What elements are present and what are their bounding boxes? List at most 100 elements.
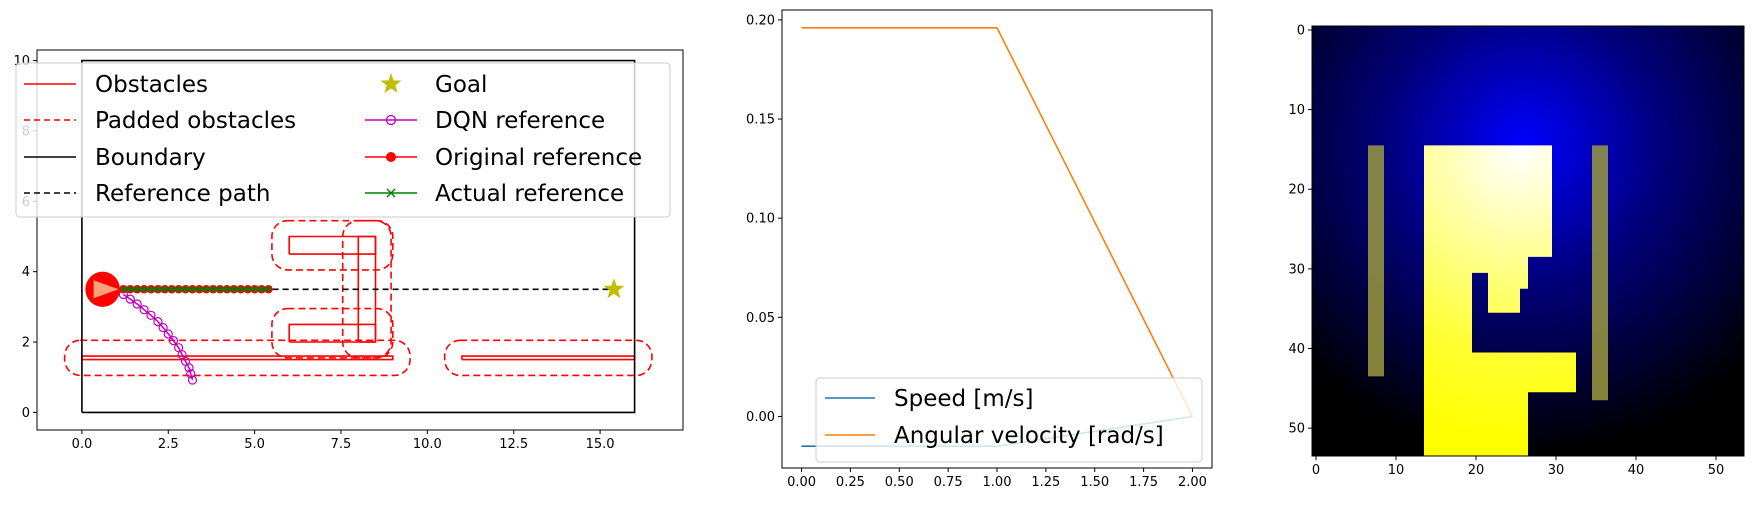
robot-heading	[93, 280, 119, 299]
actual-reference-point	[126, 285, 134, 293]
y-tick-label: 10	[1288, 103, 1305, 118]
padded-obstacle	[271, 219, 394, 271]
legend-handle	[365, 152, 417, 162]
dqn-reference-point	[184, 363, 194, 373]
padded-obstacle	[443, 339, 653, 377]
y-tick-label: 0.15	[746, 113, 775, 128]
goal-star	[603, 278, 625, 299]
dqn-reference-point	[139, 305, 149, 315]
map-axes: 0.02.55.07.510.012.515.0 0246810 Obstacl…	[13, 49, 684, 452]
map-legend-box	[15, 62, 671, 218]
legend-circle-icon	[385, 114, 397, 126]
actual-reference-point	[133, 285, 141, 293]
legend-label: DQN reference	[435, 108, 605, 134]
x-tick-label: 40	[1628, 463, 1645, 478]
y-tick-label: 4	[22, 265, 30, 280]
map-axes-frame	[36, 49, 684, 431]
x-tick-label: 1.50	[1080, 475, 1109, 490]
legend-handle	[365, 114, 417, 126]
legend-dot-icon	[386, 152, 396, 162]
x-tick-label: 1.75	[1129, 475, 1158, 490]
legend-x-icon	[386, 188, 396, 198]
actual-reference-point	[154, 285, 162, 293]
actual-reference-point	[251, 285, 259, 293]
x-tick-label: 10.0	[413, 437, 442, 452]
actual-reference-point	[161, 285, 169, 293]
x-tick-label: 0.0	[72, 437, 93, 452]
y-tick-label: 0	[22, 406, 30, 421]
map-x-ticks: 0.0 2.5 5.0 7.5 10.0 12.5 15.0	[72, 430, 615, 452]
padding-wall	[1368, 145, 1384, 377]
actual-reference-point	[147, 285, 155, 293]
dqn-reference-point	[125, 294, 135, 304]
image-plot-area	[1312, 26, 1744, 456]
actual-reference-point	[209, 285, 217, 293]
legend-label: Speed [m/s]	[894, 386, 1034, 412]
y-tick-label: 0.05	[746, 311, 775, 326]
legend-handle	[380, 73, 402, 93]
dqn-reference-point	[163, 329, 173, 339]
padded-obstacle	[271, 307, 394, 359]
x-tick-label: 0	[1312, 463, 1320, 478]
legend-handle	[365, 188, 417, 198]
x-tick-label: 30	[1548, 463, 1565, 478]
dqn-reference-line	[122, 293, 194, 381]
controls-x-ticks: 0.00 0.25 0.50 0.75 1.00 1.25 1.50 1.75 2.00	[787, 468, 1207, 490]
padding-wall	[1592, 145, 1608, 401]
legend-label: Original reference	[435, 145, 642, 171]
actual-reference-point	[264, 285, 272, 293]
y-tick-label: 0.10	[746, 212, 775, 227]
dqn-reference-point	[158, 323, 168, 333]
actual-reference-point	[258, 285, 266, 293]
x-tick-label: 0.25	[836, 475, 865, 490]
y-tick-label: 20	[1288, 183, 1305, 198]
y-tick-label: 0.20	[746, 13, 775, 28]
map-legend: Obstacles Padded obstacles Boundary Referen…	[15, 62, 671, 218]
x-tick-label: 1.25	[1031, 475, 1060, 490]
actual-reference-point	[140, 285, 148, 293]
series-line-1	[801, 26, 1194, 417]
x-tick-label: 2.5	[158, 437, 179, 452]
image-axes: 0 10 20 30 40 50 0 10 20 30 40 50	[1288, 23, 1745, 478]
actual-reference-point	[168, 285, 176, 293]
x-tick-label: 10	[1388, 463, 1405, 478]
dqn-reference-point	[186, 369, 196, 379]
actual-reference-point	[237, 285, 245, 293]
obstacle	[357, 235, 377, 343]
legend-label: Padded obstacles	[95, 108, 296, 134]
y-tick-label: 0	[1297, 23, 1305, 38]
actual-reference-point	[244, 285, 252, 293]
x-tick-label: 15.0	[586, 437, 615, 452]
actual-reference-point	[188, 285, 196, 293]
x-tick-label: 7.5	[331, 437, 352, 452]
legend-label: Angular velocity [rad/s]	[894, 423, 1164, 449]
legend-label: Actual reference	[435, 181, 624, 207]
actual-reference-point	[182, 285, 190, 293]
x-tick-label: 50	[1708, 463, 1725, 478]
dqn-reference-point	[168, 336, 179, 346]
actual-reference-point	[223, 285, 231, 293]
y-tick-label: 50	[1288, 422, 1305, 437]
dqn-reference-point	[187, 375, 198, 385]
padded-obstacle	[63, 339, 411, 377]
actual-reference-point	[119, 285, 127, 293]
x-tick-label: 20	[1468, 463, 1485, 478]
actual-reference-point	[175, 285, 183, 293]
actual-reference-point	[202, 285, 210, 293]
y-tick-label: 40	[1288, 342, 1305, 357]
controls-legend: Speed [m/s] Angular velocity [rad/s]	[815, 377, 1203, 463]
legend-label: Goal	[435, 72, 487, 98]
legend-label: Obstacles	[95, 72, 208, 98]
map-plot-area	[63, 59, 653, 414]
x-tick-label: 12.5	[499, 437, 528, 452]
x-tick-label: 5.0	[244, 437, 265, 452]
x-tick-label: 0.75	[934, 475, 963, 490]
y-tick-label: 30	[1288, 262, 1305, 277]
x-tick-label: 0.00	[787, 475, 816, 490]
controls-axes: 0.00 0.25 0.50 0.75 1.00 1.25 1.50 1.75 2.00 0.0…	[746, 9, 1213, 490]
dqn-reference-point	[132, 299, 142, 309]
x-tick-label: 1.00	[983, 475, 1012, 490]
dqn-reference-point	[146, 310, 156, 320]
image-y-ticks: 0 10 20 30 40 50	[1288, 23, 1312, 437]
